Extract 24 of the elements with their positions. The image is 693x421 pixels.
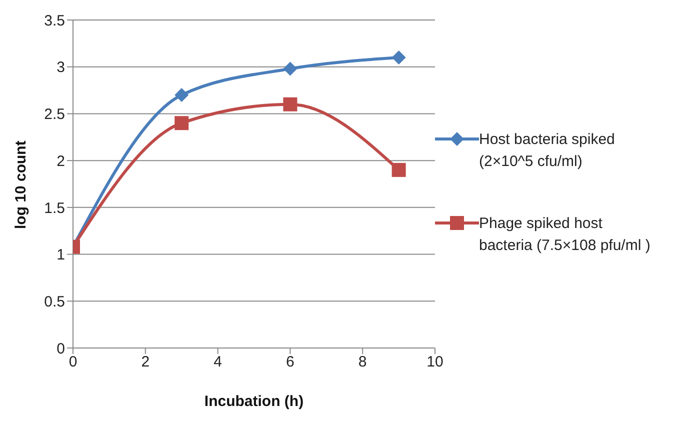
point (283, 62, 298, 76)
x-tick-label: 8 (358, 354, 367, 371)
y-tick-label: 1 (56, 246, 65, 264)
y-tick-label: 1.5 (44, 200, 65, 217)
point (392, 50, 406, 64)
legend-label: Host bacteria spiked (2×10^5 cfu/ml) (479, 130, 616, 172)
point (174, 116, 189, 130)
y-axis-title: log 10 count (12, 140, 30, 229)
x-tick-label: 4 (214, 354, 222, 371)
x-tick-label: 0 (68, 354, 78, 371)
y-tick-label: 2 (56, 152, 65, 170)
y-tick-label: 2.5 (44, 106, 65, 124)
y-tick-label: 3.5 (44, 12, 65, 30)
point (283, 97, 298, 112)
x-tick-label: 6 (286, 354, 294, 371)
y-tick-label: 0.5 (44, 293, 65, 310)
legend-label: Phage spiked host bacteria (7.5×108 pfu/ml ) (479, 214, 652, 256)
x-tick-label: 2 (141, 354, 150, 371)
y-tick-label: 0 (56, 340, 65, 358)
x-tick-label: 10 (426, 354, 444, 371)
x-axis-title: Incubation (h) (204, 393, 304, 410)
point (392, 162, 406, 177)
point (174, 88, 189, 102)
y-tick-label: 3 (56, 59, 65, 76)
